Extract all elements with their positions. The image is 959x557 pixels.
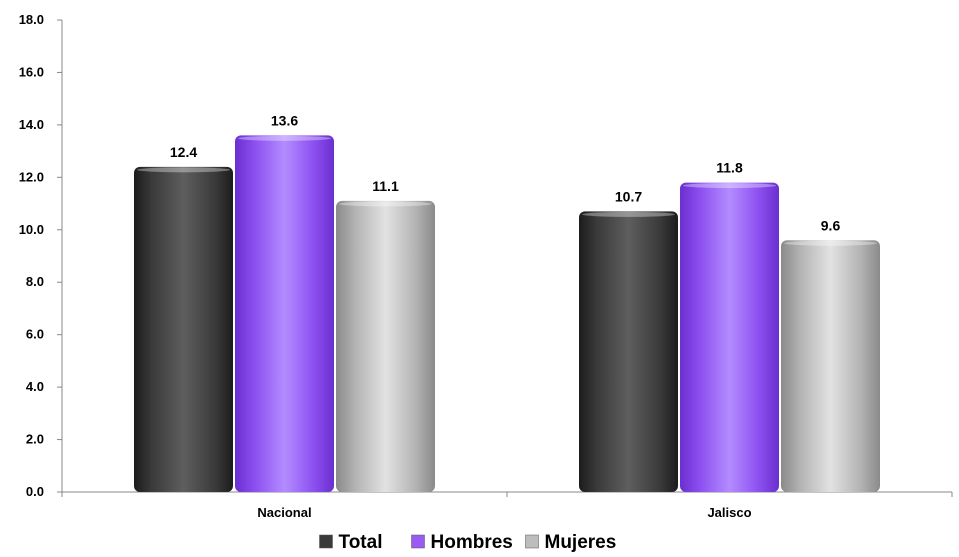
- y-tick-label: 14.0: [19, 117, 44, 132]
- bar-highlight: [137, 167, 230, 173]
- data-label-hombres-nacional: 13.6: [271, 112, 298, 128]
- y-axis-ticks: 0.0 2.0 4.0 6.0 8.0 10.0 12.0 14.0 16.0 18.0: [19, 12, 62, 499]
- bar-total-nacional: [134, 166, 233, 492]
- bar-body: [781, 240, 880, 492]
- legend-label-mujeres: Mujeres: [545, 532, 617, 553]
- bar-highlight: [683, 183, 776, 189]
- category-label-jalisco: Jalisco: [707, 505, 751, 520]
- bar-mujeres-nacional: [336, 200, 435, 492]
- legend: Total Hombres Mujeres: [319, 532, 617, 553]
- bars: [134, 135, 880, 493]
- bar-body: [680, 182, 779, 493]
- legend-item-mujeres: Mujeres: [525, 532, 617, 553]
- bar-highlight: [784, 240, 877, 246]
- y-tick-label: 12.0: [19, 169, 44, 184]
- legend-item-hombres: Hombres: [411, 532, 513, 553]
- legend-label-total: Total: [339, 532, 383, 553]
- legend-swatch-mujeres: [525, 534, 539, 549]
- y-tick-label: 8.0: [26, 274, 44, 289]
- y-tick-label: 2.0: [26, 432, 44, 447]
- data-label-mujeres-nacional: 11.1: [372, 178, 399, 194]
- bar-highlight: [582, 211, 675, 217]
- y-tick-label: 4.0: [26, 379, 44, 394]
- data-label-hombres-jalisco: 11.8: [716, 160, 743, 176]
- bar-total-jalisco: [579, 211, 678, 492]
- bar-hombres-nacional: [235, 135, 334, 492]
- legend-item-total: Total: [319, 532, 383, 553]
- data-labels: 12.4 13.6 11.1 10.7 11.8 9.6: [170, 112, 841, 233]
- bar-body: [235, 135, 334, 492]
- data-label-total-nacional: 12.4: [170, 144, 197, 160]
- y-tick-label: 0.0: [26, 484, 44, 499]
- bar-body: [336, 200, 435, 492]
- legend-swatch-total: [319, 534, 333, 549]
- y-tick-label: 18.0: [19, 12, 44, 27]
- y-tick-label: 10.0: [19, 222, 44, 237]
- legend-swatch-hombres: [411, 534, 425, 549]
- y-tick-label: 16.0: [19, 64, 44, 79]
- bar-mujeres-jalisco: [781, 240, 880, 492]
- y-tick-label: 6.0: [26, 327, 44, 342]
- bar-body: [579, 211, 678, 492]
- x-axis-category-labels: Nacional Jalisco: [61, 492, 953, 520]
- category-label-nacional: Nacional: [257, 505, 311, 520]
- bar-highlight: [238, 135, 331, 141]
- bar-hombres-jalisco: [680, 182, 779, 493]
- bar-body: [134, 166, 233, 492]
- bar-highlight: [339, 201, 432, 207]
- legend-label-hombres: Hombres: [431, 532, 513, 553]
- data-label-total-jalisco: 10.7: [615, 188, 642, 204]
- data-label-mujeres-jalisco: 9.6: [821, 217, 841, 233]
